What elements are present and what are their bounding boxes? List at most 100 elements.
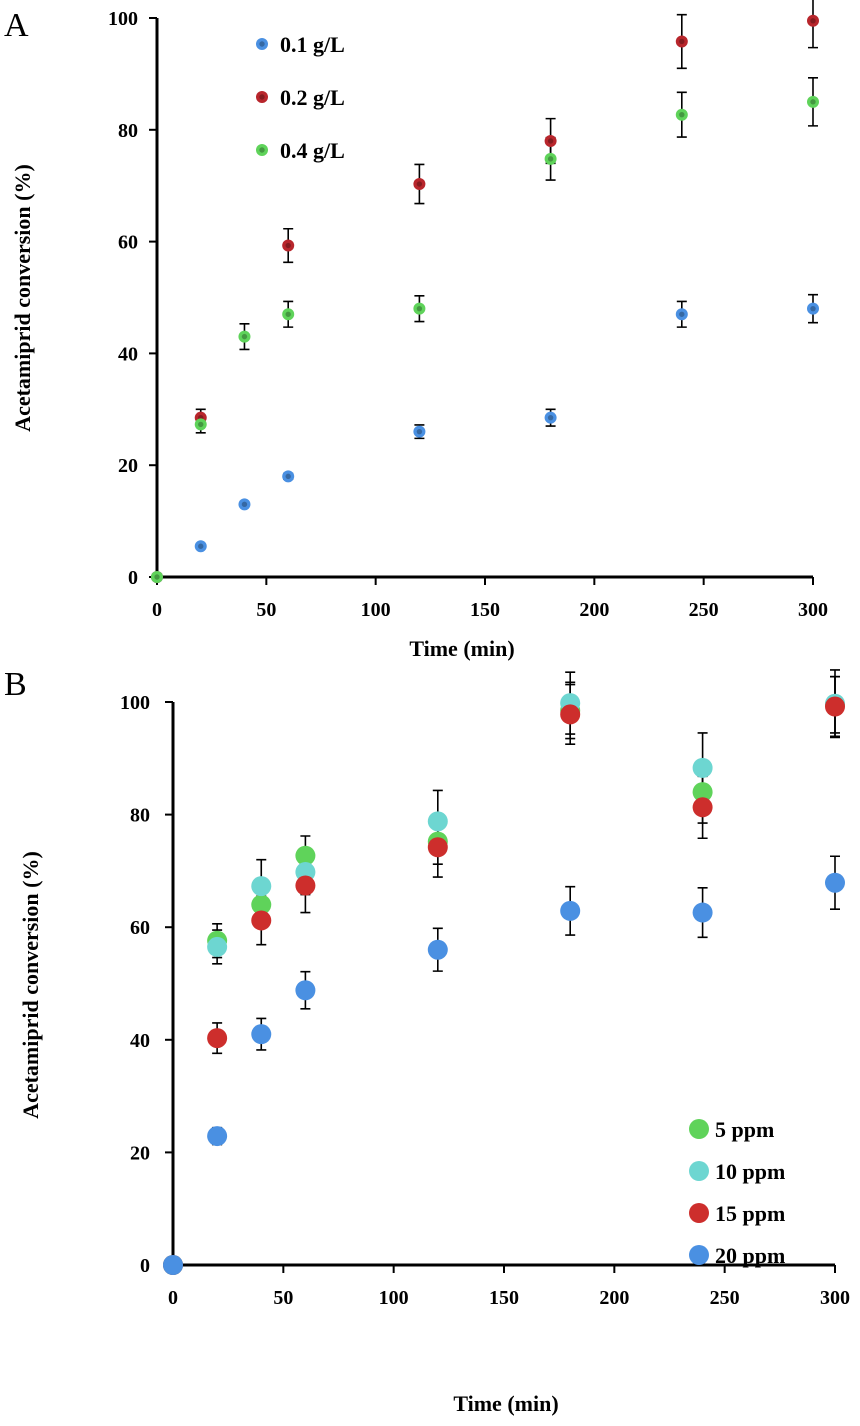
panel-b-series-3-point [427, 939, 448, 960]
panel-a-series-1-point-core [285, 242, 291, 249]
panel-a-legend-label-1: 0.2 g/L [280, 85, 345, 110]
panel-b-x-tick-label: 0 [168, 1287, 178, 1309]
panel-b-y-tick-label: 100 [120, 692, 150, 714]
panel-a-series-1-point [675, 35, 688, 48]
panel-b-y-tick-label: 40 [130, 1030, 150, 1052]
panel-b-series-2-point [825, 696, 845, 717]
panel-b-series-1-point [692, 757, 713, 778]
panel-a-series-0-point [282, 470, 295, 483]
panel-a-y-tick-label: 100 [108, 8, 138, 30]
panel-b-series-0-point [251, 894, 272, 915]
panel-a-x-tick-label: 250 [689, 599, 719, 621]
panel-b-series-0-point [692, 782, 713, 803]
panel-b-x-tick-label: 150 [489, 1287, 519, 1309]
panel-a-legend-marker-core-1 [259, 94, 265, 100]
panel-b-series-2-point [295, 875, 316, 896]
panel-b-series-2-point [560, 704, 581, 725]
panel-a-series-2-point-core [810, 99, 816, 105]
panel-a-x-tick-label: 200 [579, 599, 609, 621]
panel-a-series-2-point [282, 308, 295, 321]
panel-a-series-2-point-core [241, 333, 248, 340]
panel-a-x-axis-title: Time (min) [409, 636, 514, 661]
panel-a-series-0-point-core [198, 543, 204, 549]
panel-a-series-0-point-core [547, 414, 554, 421]
panel-b-legend-marker-3 [689, 1245, 709, 1265]
panel-b-series-1-point [251, 876, 272, 897]
panel-a-y-tick-label: 80 [118, 120, 138, 142]
panel-a-legend-marker-0 [256, 38, 268, 50]
panel-a-series-2-point-core [679, 112, 685, 118]
panel-a-series-0-point-core [810, 305, 816, 312]
panel-a-series-2-point [151, 571, 163, 583]
panel-b-series-2-point [692, 797, 713, 818]
panel-a-series-1-point [413, 178, 426, 191]
panel-a-y-tick-label: 20 [118, 455, 138, 477]
panel-b-y-tick-label: 20 [130, 1142, 150, 1164]
panel-a-x-tick-label: 150 [470, 599, 500, 621]
panel-b-chart: 0 50 100 150 200 250 300 0 20 40 60 80 100 Time (min)… [18, 669, 850, 1416]
panel-a-series-1-point-core [547, 138, 554, 144]
panel-a-chart: 0 50 100 150 200 250 300 0 20 40 60 80 100 Time (min)… [10, 0, 828, 661]
panel-a-x-tick-label: 300 [798, 599, 828, 621]
panel-a-series-1-point-core [810, 18, 816, 24]
panel-a-y-tick-label: 60 [118, 232, 138, 254]
panel-b-legend-label-2: 15 ppm [715, 1201, 785, 1226]
panel-a-y-tick-label: 40 [118, 343, 138, 365]
panel-b-x-tick-label: 50 [273, 1287, 293, 1309]
panel-a-legend-label-2: 0.4 g/L [280, 138, 345, 163]
panel-a-series-2-point [675, 108, 688, 121]
panel-b-legend-label-1: 10 ppm [715, 1159, 785, 1184]
panel-b-series-1-point [427, 811, 448, 832]
panel-a-series-2-point-core [285, 311, 291, 317]
panel-b-series-2-point [207, 1028, 228, 1049]
panel-b-legend-marker-0 [689, 1119, 709, 1139]
panel-b-x-tick-label: 300 [820, 1287, 850, 1309]
panel-a-x-tick-label: 0 [152, 599, 162, 621]
panel-b-legend-label-3: 20 ppm [715, 1243, 785, 1268]
panel-b-series-3-point [692, 902, 713, 923]
panel-a-series-2-point [194, 418, 207, 431]
panel-a-legend-marker-1 [256, 91, 268, 103]
panel-a-legend-marker-core-0 [259, 41, 265, 47]
panel-b-y-tick-label: 80 [130, 805, 150, 827]
panel-b-series-3-point [295, 980, 316, 1001]
panel-a-series-2-point-core [198, 421, 204, 428]
panel-b-series-2-point [251, 910, 272, 931]
panel-a-series-0-point [413, 425, 426, 438]
panel-a-legend-marker-core-2 [259, 147, 265, 153]
panel-b-legend-marker-2 [689, 1203, 709, 1223]
panel-b-legend-marker-1 [689, 1161, 709, 1181]
panel-b-x-tick-label: 250 [710, 1287, 740, 1309]
panel-a-x-tick-label: 100 [361, 599, 391, 621]
panel-a-y-tick-label: 0 [128, 567, 138, 589]
panel-a-series-2-point [238, 330, 251, 343]
panel-b-series-1-point [207, 936, 228, 957]
panel-b-series-3-point [825, 872, 845, 893]
panel-a-series-0-point-core [416, 428, 423, 435]
panel-b-series-3-point [560, 900, 581, 921]
panel-a-series-0-point [194, 540, 207, 553]
panel-b-x-tick-label: 100 [379, 1287, 409, 1309]
panel-b-series-2-point [427, 837, 448, 858]
panel-a-series-2-point-core [547, 156, 554, 162]
panel-b-legend-label-0: 5 ppm [715, 1117, 774, 1142]
panel-a-series-0-point-core [241, 501, 248, 508]
panel-a-series-1-point [544, 134, 557, 147]
panel-a-letter: A [4, 7, 29, 44]
panel-b-series-3-point [251, 1024, 272, 1045]
panel-a-series-2-point-core [154, 574, 160, 580]
panel-a-series-2-point [413, 302, 426, 315]
panel-b-x-tick-label: 200 [599, 1287, 629, 1309]
panel-a-series-0-point [544, 411, 557, 424]
panel-b-y-tick-label: 0 [140, 1255, 150, 1277]
panel-a-series-0-point [807, 302, 819, 315]
panel-a-series-0-point-core [679, 311, 685, 317]
panel-a-series-2-point [544, 152, 557, 165]
panel-a-series-1-point [282, 239, 295, 252]
panel-b-series-3-point [163, 1255, 183, 1275]
panel-a-series-2-point-core [416, 305, 423, 312]
panel-a-legend-marker-2 [256, 144, 268, 156]
panel-a-series-1-point-core [416, 181, 423, 187]
panel-b-series-0-point [295, 845, 316, 866]
